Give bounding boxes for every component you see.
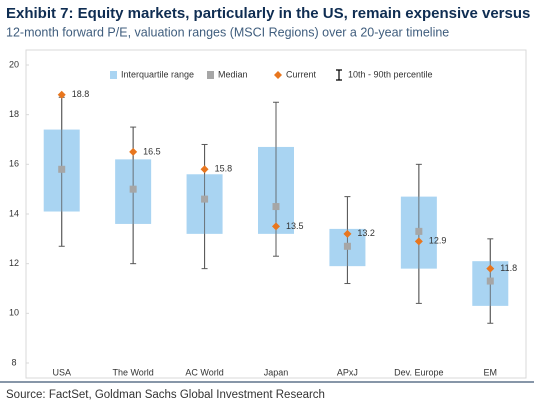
x-tick-label: AC World	[185, 367, 223, 377]
median	[201, 195, 209, 203]
value-label: 12.9	[429, 236, 447, 246]
x-tick-label: USA	[52, 367, 71, 377]
source: Source: FactSet, Goldman Sachs Global In…	[6, 389, 325, 401]
value-label: 13.5	[286, 221, 304, 231]
legend-label: 10th - 90th percentile	[348, 69, 433, 79]
legend-label: Current	[286, 69, 317, 79]
y-tick-label: 14	[9, 208, 19, 218]
y-tick-label: 18	[9, 109, 19, 119]
value-label: 15.8	[215, 164, 233, 174]
legend-swatch	[274, 71, 282, 79]
legend-swatch	[110, 71, 117, 79]
x-tick-label: APxJ	[337, 367, 358, 377]
current	[129, 147, 138, 156]
x-tick-label: EM	[484, 367, 498, 377]
current	[57, 90, 66, 99]
value-label: 18.8	[72, 89, 90, 99]
y-tick-label: 8	[11, 357, 16, 367]
median	[343, 242, 351, 250]
legend-swatch	[207, 71, 214, 79]
median	[272, 203, 280, 211]
x-tick-label: Japan	[264, 367, 289, 377]
y-tick-label: 10	[9, 308, 19, 318]
y-tick-label: 20	[9, 59, 19, 69]
current	[486, 264, 495, 273]
chart-subtitle: 12-month forward P/E, valuation ranges (…	[6, 25, 449, 39]
median	[486, 277, 494, 285]
x-tick-label: The World	[112, 367, 153, 377]
median	[58, 165, 66, 173]
value-label: 11.8	[500, 263, 517, 273]
legend-swatch	[336, 69, 342, 81]
current	[200, 165, 209, 174]
value-label: 16.5	[143, 146, 161, 156]
current	[343, 229, 352, 238]
median	[415, 227, 423, 235]
legend-label: Median	[218, 69, 248, 79]
y-tick-label: 12	[9, 258, 19, 268]
x-tick-label: Dev. Europe	[394, 367, 443, 377]
current	[272, 222, 280, 231]
value-label: 13.2	[357, 228, 375, 238]
y-tick-label: 16	[9, 159, 19, 169]
chart-title: Exhibit 7: Equity markets, particularly …	[6, 5, 534, 22]
legend-label: Interquartile range	[121, 69, 194, 79]
current	[414, 237, 423, 246]
median	[129, 185, 137, 193]
